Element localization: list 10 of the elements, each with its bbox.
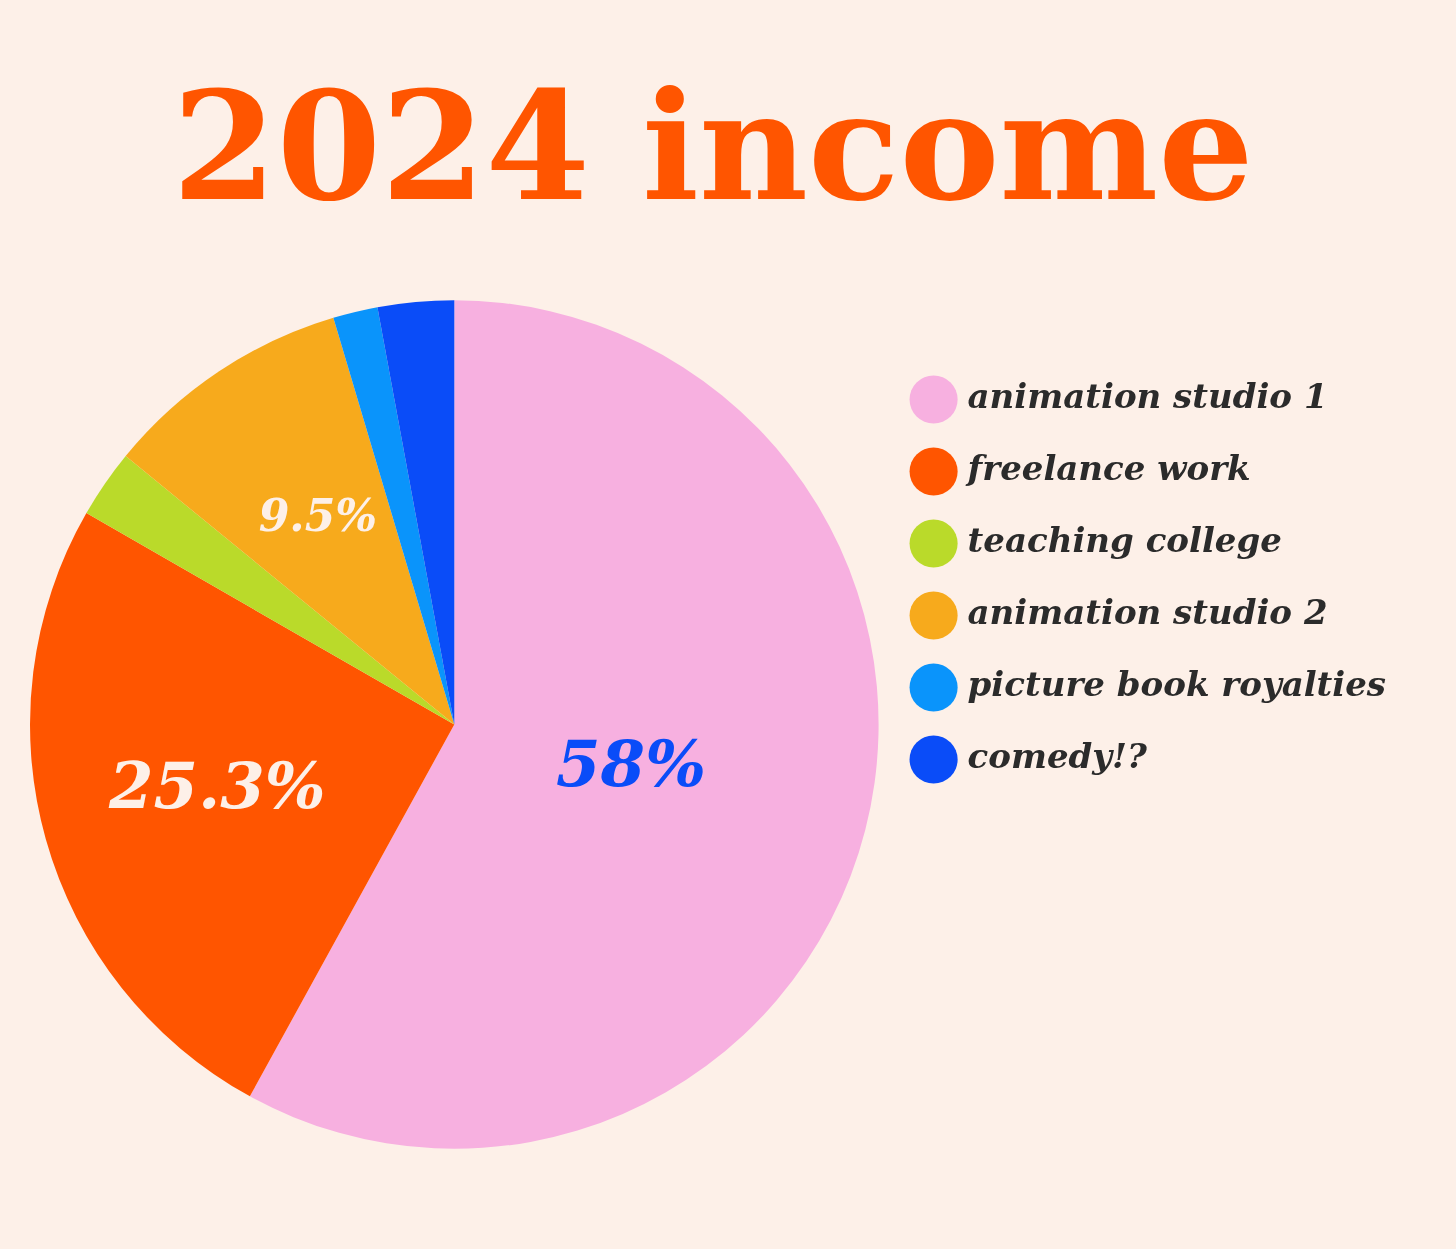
legend-label: animation studio 1 [967, 376, 1328, 417]
chart-title: 2024 income [172, 57, 1254, 234]
legend-label: animation studio 2 [967, 592, 1328, 633]
data-label: 58% [556, 726, 706, 802]
data-label: 25.3% [108, 747, 326, 823]
legend-label: comedy!? [967, 736, 1149, 777]
legend-label: picture book royalties [967, 664, 1387, 705]
legend-label: teaching college [967, 520, 1282, 561]
legend-label: freelance work [965, 448, 1251, 489]
data-label: 9.5% [258, 490, 378, 542]
